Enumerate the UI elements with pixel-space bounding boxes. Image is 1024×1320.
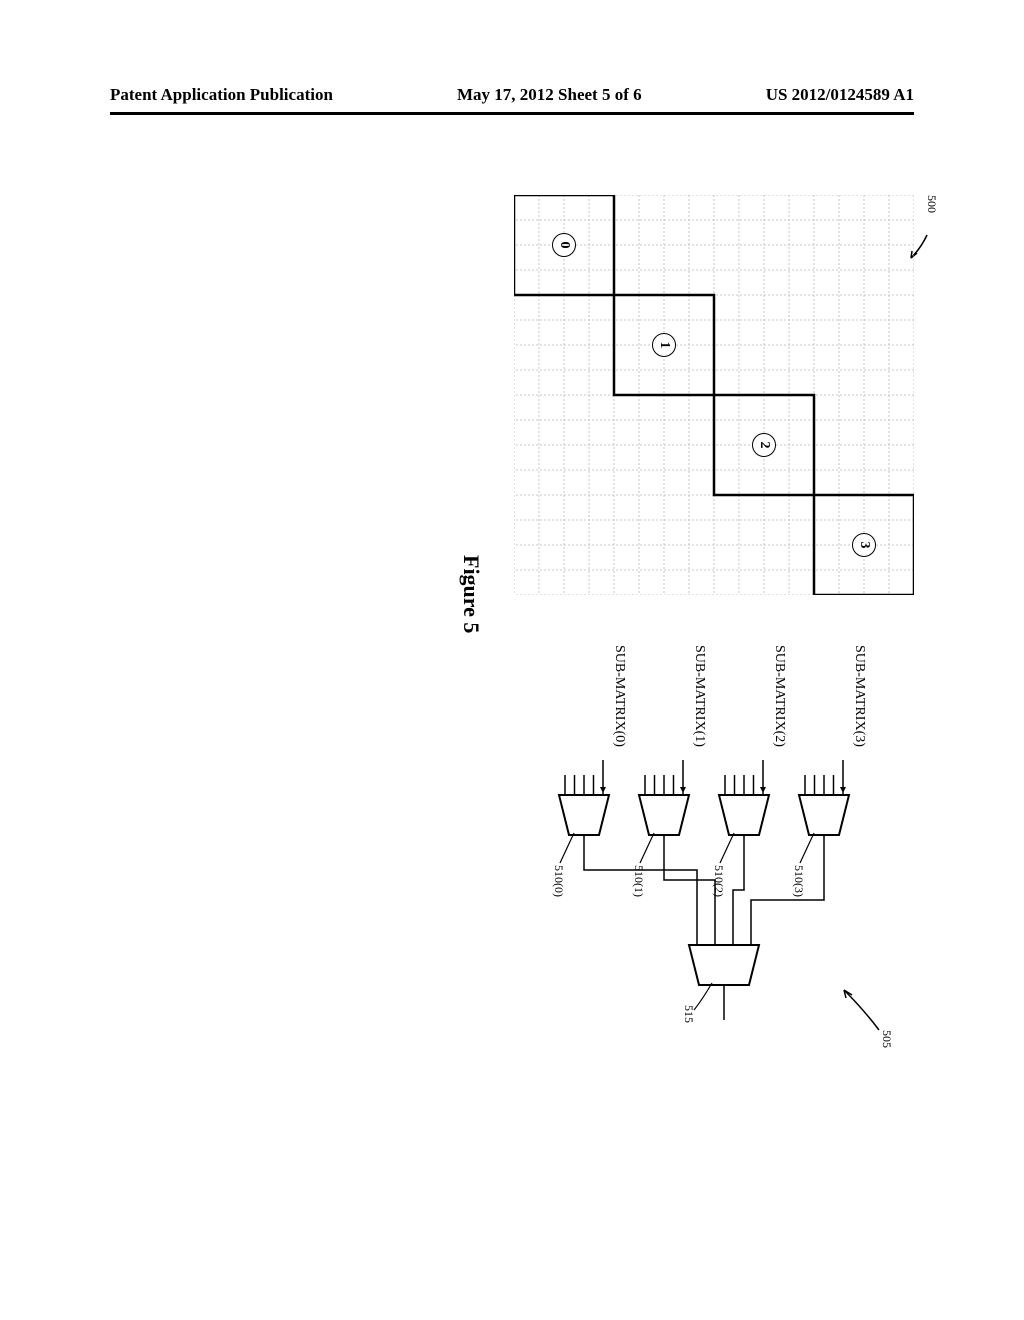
submatrix-input-label: SUB-MATRIX(3) xyxy=(851,645,867,747)
submatrix-label: 2 xyxy=(752,433,776,457)
tree-svg xyxy=(534,645,894,1065)
mux-tree-section: 505 SUB-MATRIX(0) 510(0) SUB-MATRIX(1) 510(1… xyxy=(534,645,894,1065)
figure-caption: Figure 5 xyxy=(458,555,484,633)
header-center: May 17, 2012 Sheet 5 of 6 xyxy=(457,85,642,105)
submatrix-input-label: SUB-MATRIX(0) xyxy=(611,645,627,747)
header-right: US 2012/0124589 A1 xyxy=(766,85,914,105)
submatrix-label: 1 xyxy=(652,333,676,357)
submatrix-label: 0 xyxy=(552,233,576,257)
mux-ref-label: 510(2) xyxy=(711,865,726,897)
matrix-grid: 0 1 2 3 xyxy=(514,195,914,595)
output-ref-label: 515 xyxy=(681,1005,696,1023)
header-left: Patent Application Publication xyxy=(110,85,333,105)
submatrix-input-label: SUB-MATRIX(1) xyxy=(691,645,707,747)
tree-ref-label: 505 xyxy=(879,1030,894,1048)
submatrix-label: 3 xyxy=(852,533,876,557)
figure-5-rotated: 500 0123 505SUB-MATRIX(0)510(0)SUB-MATRI… xyxy=(62,223,962,1027)
matrix-grid-section: 500 0123 xyxy=(484,195,914,605)
mux-ref-label: 510(3) xyxy=(791,865,806,897)
mux-ref-label: 510(0) xyxy=(551,865,566,897)
mux-ref-label: 510(1) xyxy=(631,865,646,897)
header-divider xyxy=(110,112,914,115)
grid-svg xyxy=(514,195,914,595)
matrix-ref-label: 500 xyxy=(924,195,939,213)
page-header: Patent Application Publication May 17, 2… xyxy=(0,85,1024,105)
submatrix-input-label: SUB-MATRIX(2) xyxy=(771,645,787,747)
